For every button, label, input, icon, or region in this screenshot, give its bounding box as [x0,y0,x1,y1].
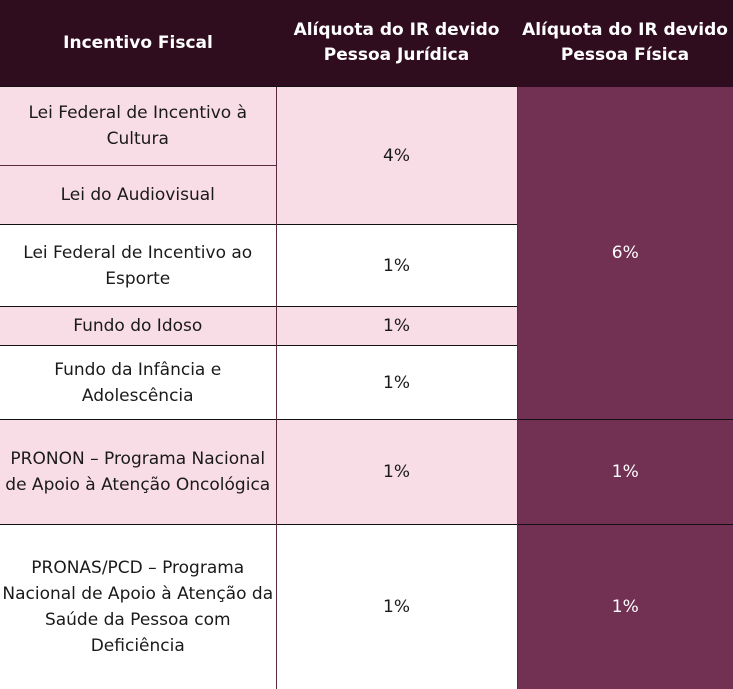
pj-rate: 1% [275,524,517,689]
header-pj: Alíquota do IR devido Pessoa Jurídica [276,0,517,87]
incentive-name: Lei Federal de Incentivo ao Esporte [0,224,276,307]
incentive-name: Fundo da Infância e Adolescência [0,345,276,420]
incentive-name: Lei do Audiovisual [0,165,276,225]
table-row: PRONAS/PCD – Programa Nacional de Apoio … [0,524,733,689]
pf-rate: 1% [516,419,733,525]
pj-rate: 1% [275,345,517,420]
pj-rate: 1% [275,419,517,525]
table-row: Fundo da Infância e Adolescência 1% [0,345,733,420]
table-row: Fundo do Idoso 1% [0,306,733,346]
table-row: Lei Federal de Incentivo ao Esporte 1% [0,224,733,307]
pj-rate: 4% [275,86,517,225]
incentive-name: Fundo do Idoso [0,306,276,346]
incentive-name: Lei Federal de Incentivo à Cultura [0,86,276,166]
pj-rate: 1% [275,306,517,346]
pf-rate: 1% [516,524,733,689]
header-pf: Alíquota do IR devido Pessoa Física [517,0,733,87]
table-row: Lei Federal de Incentivo à Cultura 4% 6% [0,86,733,420]
pj-rate: 1% [275,224,517,307]
table-row: PRONON – Programa Nacional de Apoio à At… [0,419,733,525]
header-incentive: Incentivo Fiscal [0,0,276,87]
table-row: Lei do Audiovisual [0,165,733,225]
pf-rate: 6% [516,86,733,420]
incentive-name: PRONON – Programa Nacional de Apoio à At… [0,419,276,525]
header-row: Incentivo Fiscal Alíquota do IR devido P… [0,0,733,87]
incentive-name: PRONAS/PCD – Programa Nacional de Apoio … [0,524,276,689]
